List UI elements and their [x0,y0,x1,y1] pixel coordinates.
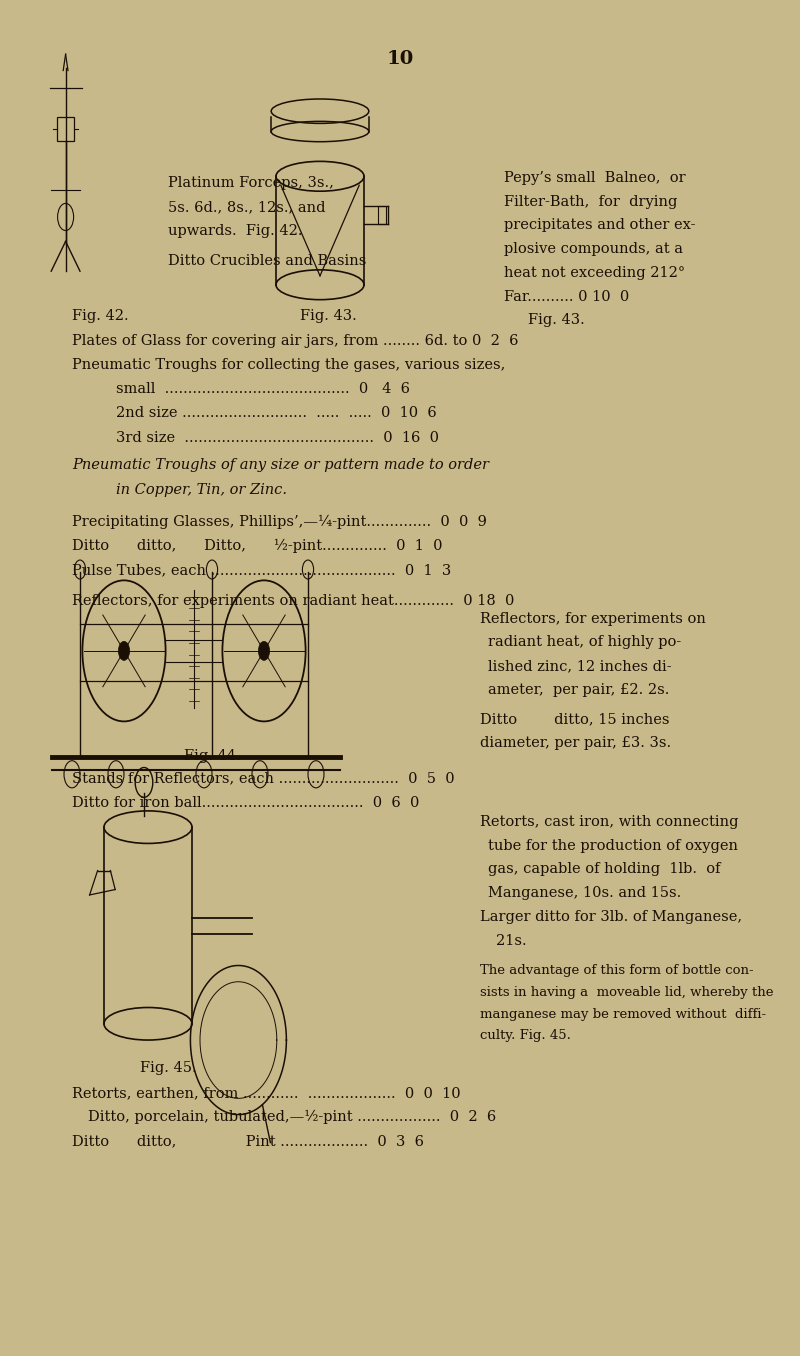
Bar [57,117,74,141]
Text: Stands for Reflectors, each ..........................  0  5  0: Stands for Reflectors, each ............… [72,772,454,785]
Circle shape [206,560,218,579]
Text: Larger ditto for 3lb. of Manganese,: Larger ditto for 3lb. of Manganese, [480,910,742,923]
Text: gas, capable of holding  1lb.  of: gas, capable of holding 1lb. of [488,862,721,876]
Text: Fig. 44.: Fig. 44. [184,749,240,762]
Text: Fig. 42.: Fig. 42. [72,309,129,323]
Text: Ditto Crucibles and Basins: Ditto Crucibles and Basins [168,255,366,268]
Text: 10: 10 [386,50,414,68]
Text: Precipitating Glasses, Phillips’,—¼-pint..............  0  0  9: Precipitating Glasses, Phillips’,—¼-pint… [72,514,487,529]
Text: Fig. 43.: Fig. 43. [300,309,356,323]
Circle shape [74,560,86,579]
Text: Ditto, porcelain, tubulated,—½-pint ..................  0  2  6: Ditto, porcelain, tubulated,—½-pint ....… [88,1109,496,1124]
Text: tube for the production of oxygen: tube for the production of oxygen [488,838,738,853]
Circle shape [308,761,324,788]
Text: Pneumatic Troughs of any size or pattern made to order: Pneumatic Troughs of any size or pattern… [72,458,489,472]
Text: heat not exceeding 212°: heat not exceeding 212° [504,266,685,279]
Text: Pulse Tubes, each ........................................  0  1  3: Pulse Tubes, each ......................… [72,564,451,578]
Text: ameter,  per pair, £2. 2s.: ameter, per pair, £2. 2s. [488,683,670,697]
Text: Ditto      ditto,      Ditto,      ½-pint..............  0  1  0: Ditto ditto, Ditto, ½-pint..............… [72,538,442,553]
Bar [378,206,386,224]
Text: small  ........................................  0   4  6: small ..................................… [116,382,410,396]
Text: Fig. 43.: Fig. 43. [528,313,585,327]
Text: sists in having a  moveable lid, whereby the: sists in having a moveable lid, whereby … [480,986,774,999]
Text: Pepy’s small  Balneo,  or: Pepy’s small Balneo, or [504,171,686,184]
Text: Ditto        ditto, 15 inches: Ditto ditto, 15 inches [480,712,670,725]
Text: Reflectors, for experiments on: Reflectors, for experiments on [480,612,706,625]
Text: manganese may be removed without  diffi-: manganese may be removed without diffi- [480,1008,766,1021]
Text: Retorts, earthen, from ............  ...................  0  0  10: Retorts, earthen, from ............ ....… [72,1086,461,1100]
Circle shape [64,761,80,788]
Text: Ditto      ditto,               Pint ...................  0  3  6: Ditto ditto, Pint ................... 0 … [72,1134,424,1149]
Text: 2nd size ...........................  .....  .....  0  10  6: 2nd size ........................... ...… [116,407,437,420]
Circle shape [258,641,270,660]
Text: Ditto for iron ball...................................  0  6  0: Ditto for iron ball.....................… [72,796,419,810]
Text: Reflectors, for experiments on radiant heat.............  0 18  0: Reflectors, for experiments on radiant h… [72,594,514,607]
Text: Far.......... 0 10  0: Far.......... 0 10 0 [504,290,630,304]
Circle shape [196,761,212,788]
Text: Plates of Glass for covering air jars, from ........ 6d. to 0  2  6: Plates of Glass for covering air jars, f… [72,334,518,347]
Text: Pneumatic Troughs for collecting the gases, various sizes,: Pneumatic Troughs for collecting the gas… [72,358,506,372]
Ellipse shape [222,580,306,721]
Circle shape [252,761,268,788]
Text: upwards.  Fig. 42.: upwards. Fig. 42. [168,224,302,237]
Circle shape [108,761,124,788]
Text: Retorts, cast iron, with connecting: Retorts, cast iron, with connecting [480,815,738,829]
Text: Filter-Bath,  for  drying: Filter-Bath, for drying [504,195,678,209]
Text: 5s. 6d., 8s., 12s., and: 5s. 6d., 8s., 12s., and [168,199,326,214]
Text: The advantage of this form of bottle con-: The advantage of this form of bottle con… [480,964,754,978]
Text: plosive compounds, at a: plosive compounds, at a [504,243,683,256]
Text: lished zinc, 12 inches di-: lished zinc, 12 inches di- [488,659,672,673]
Text: diameter, per pair, £3. 3s.: diameter, per pair, £3. 3s. [480,735,671,750]
Circle shape [302,560,314,579]
Text: 21s.: 21s. [496,933,526,948]
Text: culty. Fig. 45.: culty. Fig. 45. [480,1029,571,1043]
Text: in Copper, Tin, or Zinc.: in Copper, Tin, or Zinc. [116,483,287,496]
Ellipse shape [82,580,166,721]
Text: 3rd size  .........................................  0  16  0: 3rd size ...............................… [116,431,439,445]
Text: Platinum Forceps, 3s.,: Platinum Forceps, 3s., [168,176,334,190]
Text: radiant heat, of highly po-: radiant heat, of highly po- [488,635,682,650]
Text: Manganese, 10s. and 15s.: Manganese, 10s. and 15s. [488,887,682,900]
Text: Fig. 45.: Fig. 45. [140,1060,196,1075]
Circle shape [118,641,130,660]
Text: precipitates and other ex-: precipitates and other ex- [504,218,695,232]
